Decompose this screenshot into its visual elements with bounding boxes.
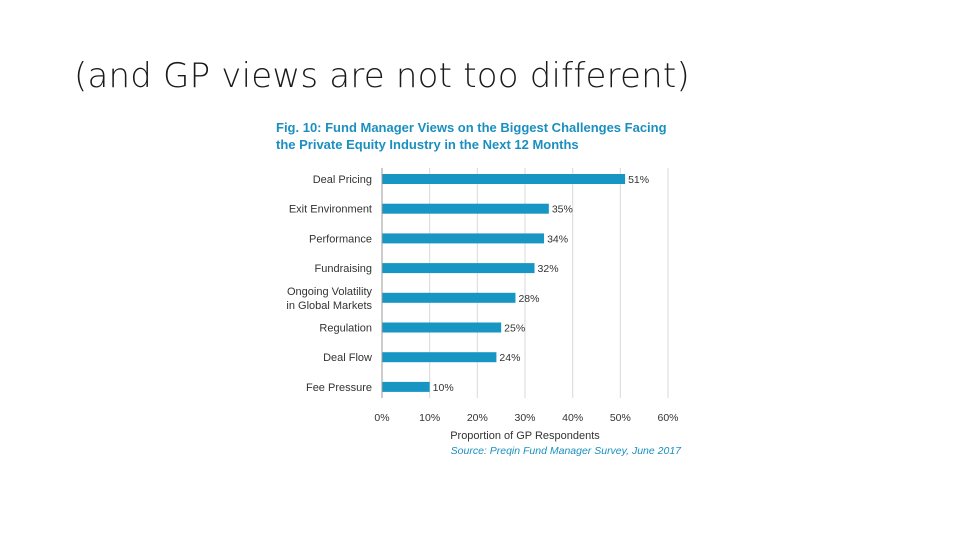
x-tick-label: 50% [610,412,631,424]
value-label: 51% [628,174,649,186]
x-tick-label: 40% [562,412,583,424]
category-label: in Global Markets [286,300,372,312]
bar [382,352,497,363]
slide-title: (and GP views are not too different) [74,56,690,96]
bar [382,174,626,184]
value-label: 35% [552,204,573,216]
bar [382,203,549,214]
bar [382,263,535,274]
bar [382,233,545,244]
value-label: 32% [538,263,559,275]
bar [382,292,516,303]
bar [382,381,430,392]
x-tick-label: 10% [419,412,440,424]
x-tick-label: 20% [467,412,488,424]
chart-title: Fig. 10: Fund Manager Views on the Bigge… [276,119,696,153]
category-label: Ongoing Volatility [287,286,372,298]
chart-title-line-1: Fig. 10: Fund Manager Views on the Bigge… [276,120,667,135]
value-label: 34% [547,233,568,245]
category-label: Fundraising [315,263,372,275]
x-tick-label: 30% [514,412,535,424]
chart-title-line-2: the Private Equity Industry in the Next … [276,137,579,152]
category-label: Exit Environment [289,204,372,216]
value-label: 24% [499,352,520,364]
value-label: 25% [504,323,525,335]
source-note: Source: Preqin Fund Manager Survey, June… [451,445,683,457]
category-label: Performance [309,233,372,245]
x-tick-label: 0% [374,412,389,424]
value-label: 28% [518,293,539,305]
x-tick-label: 60% [657,412,678,424]
x-axis-label: Proportion of GP Respondents [450,430,600,442]
category-label: Deal Pricing [313,174,372,186]
category-label: Fee Pressure [306,382,372,394]
bar [382,322,502,333]
category-label: Regulation [319,323,372,335]
category-label: Deal Flow [323,352,372,364]
value-label: 10% [433,382,454,394]
